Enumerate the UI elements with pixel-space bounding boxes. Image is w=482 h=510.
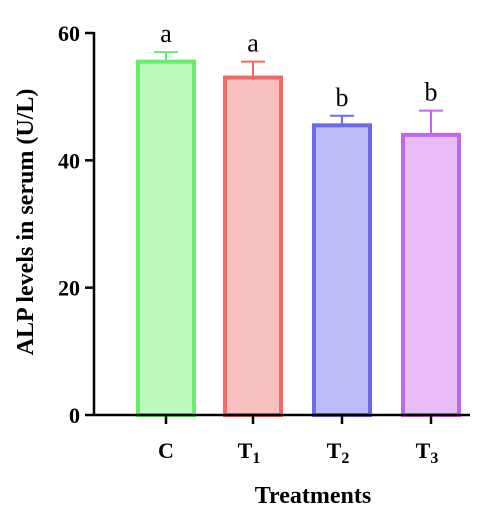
x-tick-label-base: T (416, 438, 431, 463)
significance-label: b (336, 83, 349, 112)
bar (312, 123, 372, 417)
x-tick-label: T2 (327, 438, 350, 467)
x-axis-title: Treatments (255, 483, 371, 509)
x-tick-label-base: T (327, 438, 342, 463)
y-tick-label: 60 (58, 21, 80, 46)
y-tick-label: 20 (58, 276, 80, 301)
bars-group (136, 59, 461, 418)
y-axis-title: ALP levels in serum (U/L) (13, 89, 39, 356)
x-tick-label: C (158, 438, 174, 463)
bar (223, 75, 283, 417)
x-tick-label-base: T (238, 438, 253, 463)
significance-label: a (247, 29, 259, 58)
significance-label: a (160, 19, 172, 48)
significance-labels-group: a a b b (160, 19, 437, 112)
x-tick-label-subscript: 1 (252, 450, 260, 467)
x-tick-label-subscript: 3 (430, 450, 438, 467)
y-tick-label: 0 (69, 403, 80, 428)
y-tick-label: 40 (58, 148, 80, 173)
x-ticks-group: C T1 T2 T3 (158, 415, 438, 467)
x-tick-label: T3 (416, 438, 439, 467)
error-bars-group (154, 51, 443, 135)
bar (401, 132, 461, 417)
x-tick-label: T1 (238, 438, 261, 467)
x-tick-label-subscript: 2 (341, 450, 349, 467)
y-ticks-group: 0 20 40 60 (58, 21, 94, 428)
significance-label: b (425, 78, 438, 107)
x-tick-label-base: C (158, 438, 174, 463)
bar (136, 59, 196, 418)
